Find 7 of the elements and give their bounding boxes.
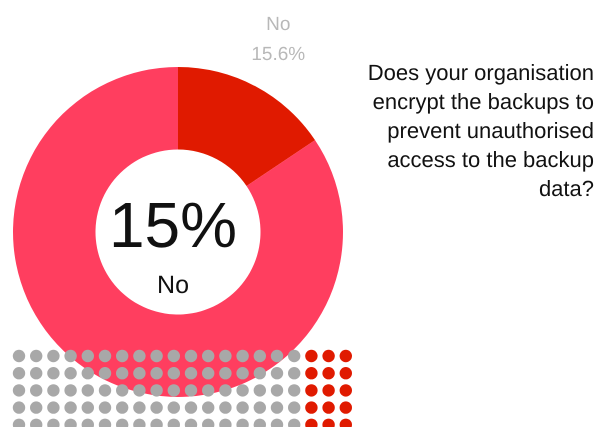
donut-slice [178,67,316,186]
slice-label: No [266,14,290,36]
text: 15% [108,189,238,261]
text: No [157,271,189,299]
text: Does your organisation encrypt the backups to prevent unauthorised access to the backup data? [366,59,594,203]
data-label: 15.6% [251,44,306,66]
donut-slice [13,67,343,397]
